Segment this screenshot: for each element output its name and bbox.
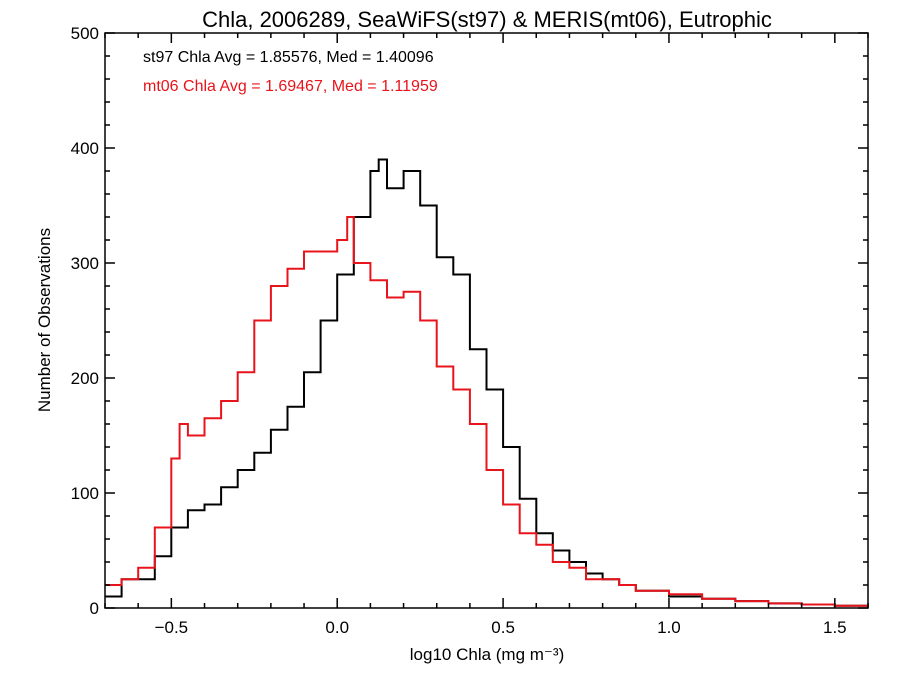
series-line-1 — [105, 216, 869, 607]
chart-title: Chla, 2006289, SeaWiFS(st97) & MERIS(mt0… — [202, 7, 772, 32]
y-axis-label: Number of Observations — [35, 228, 54, 412]
series-line-0 — [105, 158, 869, 607]
y-tick-label: 500 — [71, 24, 99, 43]
x-tick-label: 0.0 — [325, 618, 349, 637]
mt06-stats-annotation: mt06 Chla Avg = 1.69467, Med = 1.11959 — [143, 78, 438, 95]
y-tick-label: 100 — [71, 484, 99, 503]
x-axis-label: log10 Chla (mg m⁻³) — [410, 645, 564, 664]
y-tick-label: 0 — [90, 599, 99, 618]
plot-frame — [104, 32, 869, 609]
st97-stats-annotation: st97 Chla Avg = 1.85576, Med = 1.40096 — [143, 49, 434, 66]
x-tick-label: 1.5 — [823, 618, 847, 637]
y-tick-label: 300 — [71, 254, 99, 273]
y-tick-label: 200 — [71, 369, 99, 388]
x-tick-label: −0.5 — [155, 618, 189, 637]
x-tick-label: 0.5 — [491, 618, 515, 637]
y-tick-label: 400 — [71, 139, 99, 158]
x-tick-label: 1.0 — [657, 618, 681, 637]
